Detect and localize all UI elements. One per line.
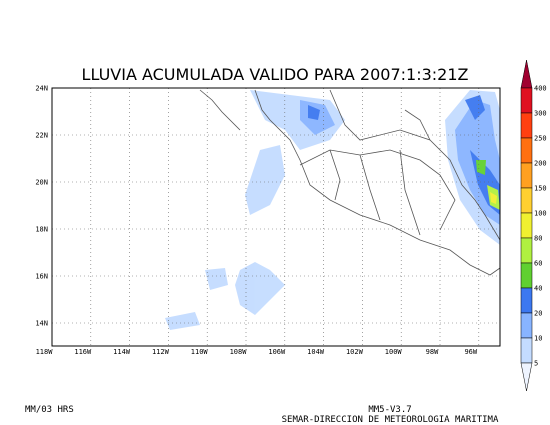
color-bar-segment [520,212,533,239]
color-bar-segment [520,337,533,364]
lat-label: 22N [35,132,48,140]
color-bar-label: 100 [534,210,547,218]
lon-label: 116W [74,348,92,356]
color-bar-segment [520,112,533,139]
footer-agency: SEMAR-DIRECCION DE METEOROLOGIA MARITIMA [282,415,499,425]
color-bar-label: 80 [534,235,542,243]
color-bar-label: 60 [534,260,542,268]
rain-area [490,192,497,204]
lon-label: 110W [191,348,209,356]
state-border [299,109,456,236]
color-bar-segment [520,187,533,214]
color-bar-label: 20 [534,310,542,318]
lon-label: 104W [307,348,325,356]
color-bar-label: 300 [534,110,547,118]
lon-label: 98W [426,348,439,356]
lat-label: 20N [35,179,48,187]
color-bar-label: 250 [534,135,547,143]
rain-area [308,105,320,120]
lon-label: 100W [385,348,403,356]
lat-label: 14N [35,320,48,328]
coastline [329,89,501,241]
rain-fields [165,90,500,330]
rain-area [476,160,486,175]
lon-label: 102W [346,348,364,356]
color-bar-label: 200 [534,160,547,168]
lon-label: 108W [230,348,248,356]
lon-label: 96W [464,348,477,356]
rain-area [235,262,285,315]
color-bar-cap [520,362,533,392]
rain-area [245,145,285,215]
rain-area [165,312,200,330]
rain-area [465,95,485,120]
rain-area [205,268,228,290]
lon-label: 118W [36,348,54,356]
color-bar-segment [520,137,533,164]
color-bar-segment [520,162,533,189]
plot-background [52,88,500,346]
color-bar-label: 150 [534,185,547,193]
color-bar-label: 40 [534,285,542,293]
coastline [199,89,501,276]
lat-label: 18N [35,226,48,234]
lat-label: 16N [35,273,48,281]
color-bar-segment [520,262,533,289]
color-bar-label: 400 [534,85,547,93]
footer-version: MM5-V3.7 [368,405,411,415]
coastlines [199,89,501,276]
color-bar-cap [520,59,533,89]
plot-frame [51,87,501,347]
color-bar-label: 10 [534,335,542,343]
lon-label: 114W [113,348,131,356]
color-bar-segment [520,287,533,314]
map-title: LLUVIA ACUMULADA VALIDO PARA 2007:1:3:21… [82,65,469,84]
color-bar-segment [520,237,533,264]
lon-label: 106W [268,348,286,356]
color-bar-segment [520,312,533,339]
color-bar-segment [520,87,533,114]
lat-label: 24N [35,85,48,93]
color-bar-label: 5 [534,360,538,368]
footer-left: MM/03 HRS [25,405,74,415]
lon-label: 112W [152,348,170,356]
color-bar: 400 300 250 200 150 100 80 60 40 20 10 5 [520,59,547,392]
map-area [51,87,501,347]
